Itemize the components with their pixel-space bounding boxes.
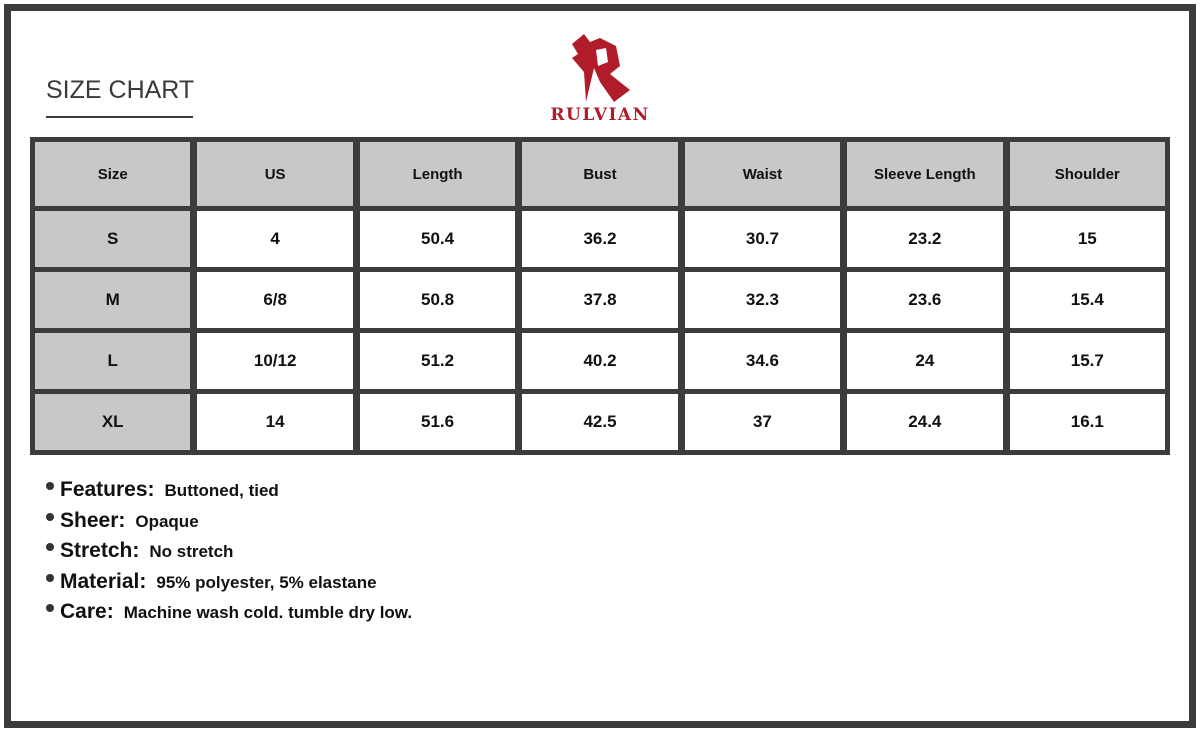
table-cell: 37 (684, 394, 841, 450)
title-underline (46, 116, 193, 118)
feature-value: Machine wash cold. tumble dry low. (123, 603, 413, 622)
table-cell: 23.2 (847, 211, 1003, 267)
table-cell: 16.1 (1009, 394, 1165, 450)
table-cell: 15.7 (1009, 333, 1165, 389)
column-header: Sleeve Length (847, 142, 1003, 206)
table-cell: 24.4 (847, 394, 1003, 450)
feature-list: Features: Buttoned, tied Sheer: Opaque Stret… (46, 478, 412, 631)
column-header: Size (35, 142, 191, 206)
table-cell: 37.8 (522, 272, 678, 328)
table-cell: 15 (1009, 211, 1165, 267)
column-header: Waist (684, 142, 841, 206)
column-header: Length (359, 142, 516, 206)
feature-value: No stretch (149, 542, 234, 561)
column-header: Bust (522, 142, 678, 206)
stylized-r-logo-icon (572, 34, 630, 102)
table-cell: 50.8 (359, 272, 516, 328)
size-label-cell: L (35, 333, 191, 389)
size-label-cell: XL (35, 394, 191, 450)
table-cell: 10/12 (197, 333, 353, 389)
table-cell: 42.5 (522, 394, 678, 450)
table-cell: 24 (847, 333, 1003, 389)
feature-label: Sheer: (60, 508, 126, 532)
feature-item: Material: 95% polyester, 5% elastane (46, 570, 412, 601)
bullet-icon (46, 512, 54, 521)
bullet-icon (46, 482, 54, 490)
table-cell: 51.2 (359, 333, 516, 389)
feature-item: Stretch: No stretch (46, 539, 412, 570)
table-cell: 14 (197, 394, 353, 450)
table-cell: 15.4 (1009, 272, 1165, 328)
table-cell: 34.6 (684, 333, 841, 389)
size-chart-table: Size US Length Bust Waist Sleeve Length Should… (30, 137, 1170, 455)
table-cell: 30.7 (684, 211, 841, 267)
bullet-icon (46, 573, 54, 582)
brand-logo: RULVIAN (538, 32, 662, 126)
size-label-cell: M (35, 272, 191, 328)
feature-label: Stretch: (60, 539, 140, 562)
column-header: Shoulder (1009, 142, 1165, 206)
feature-item: Care: Machine wash cold. tumble dry low. (46, 600, 412, 631)
column-header: US (197, 142, 353, 206)
feature-label: Material: (60, 569, 147, 593)
table-cell: 51.6 (359, 394, 516, 450)
table-cell: 6/8 (197, 272, 353, 328)
brand-name: RULVIAN (550, 105, 650, 125)
bullet-icon (46, 604, 54, 612)
table-cell: 23.6 (847, 272, 1003, 328)
feature-value: 95% polyester, 5% elastane (156, 572, 377, 592)
feature-label: Features: (60, 478, 155, 501)
table-cell: 4 (197, 211, 353, 267)
table-cell: 32.3 (684, 272, 841, 328)
table-cell: 40.2 (522, 333, 678, 389)
feature-item: Sheer: Opaque (46, 509, 412, 540)
table-cell: 36.2 (522, 211, 678, 267)
feature-value: Opaque (135, 511, 199, 531)
feature-value: Buttoned, tied (164, 481, 279, 500)
page-title: SIZE CHART (46, 76, 195, 104)
bullet-icon (46, 543, 54, 551)
table-cell: 50.4 (359, 211, 516, 267)
feature-item: Features: Buttoned, tied (46, 478, 412, 509)
size-label-cell: S (35, 211, 191, 267)
feature-label: Care: (60, 600, 114, 623)
